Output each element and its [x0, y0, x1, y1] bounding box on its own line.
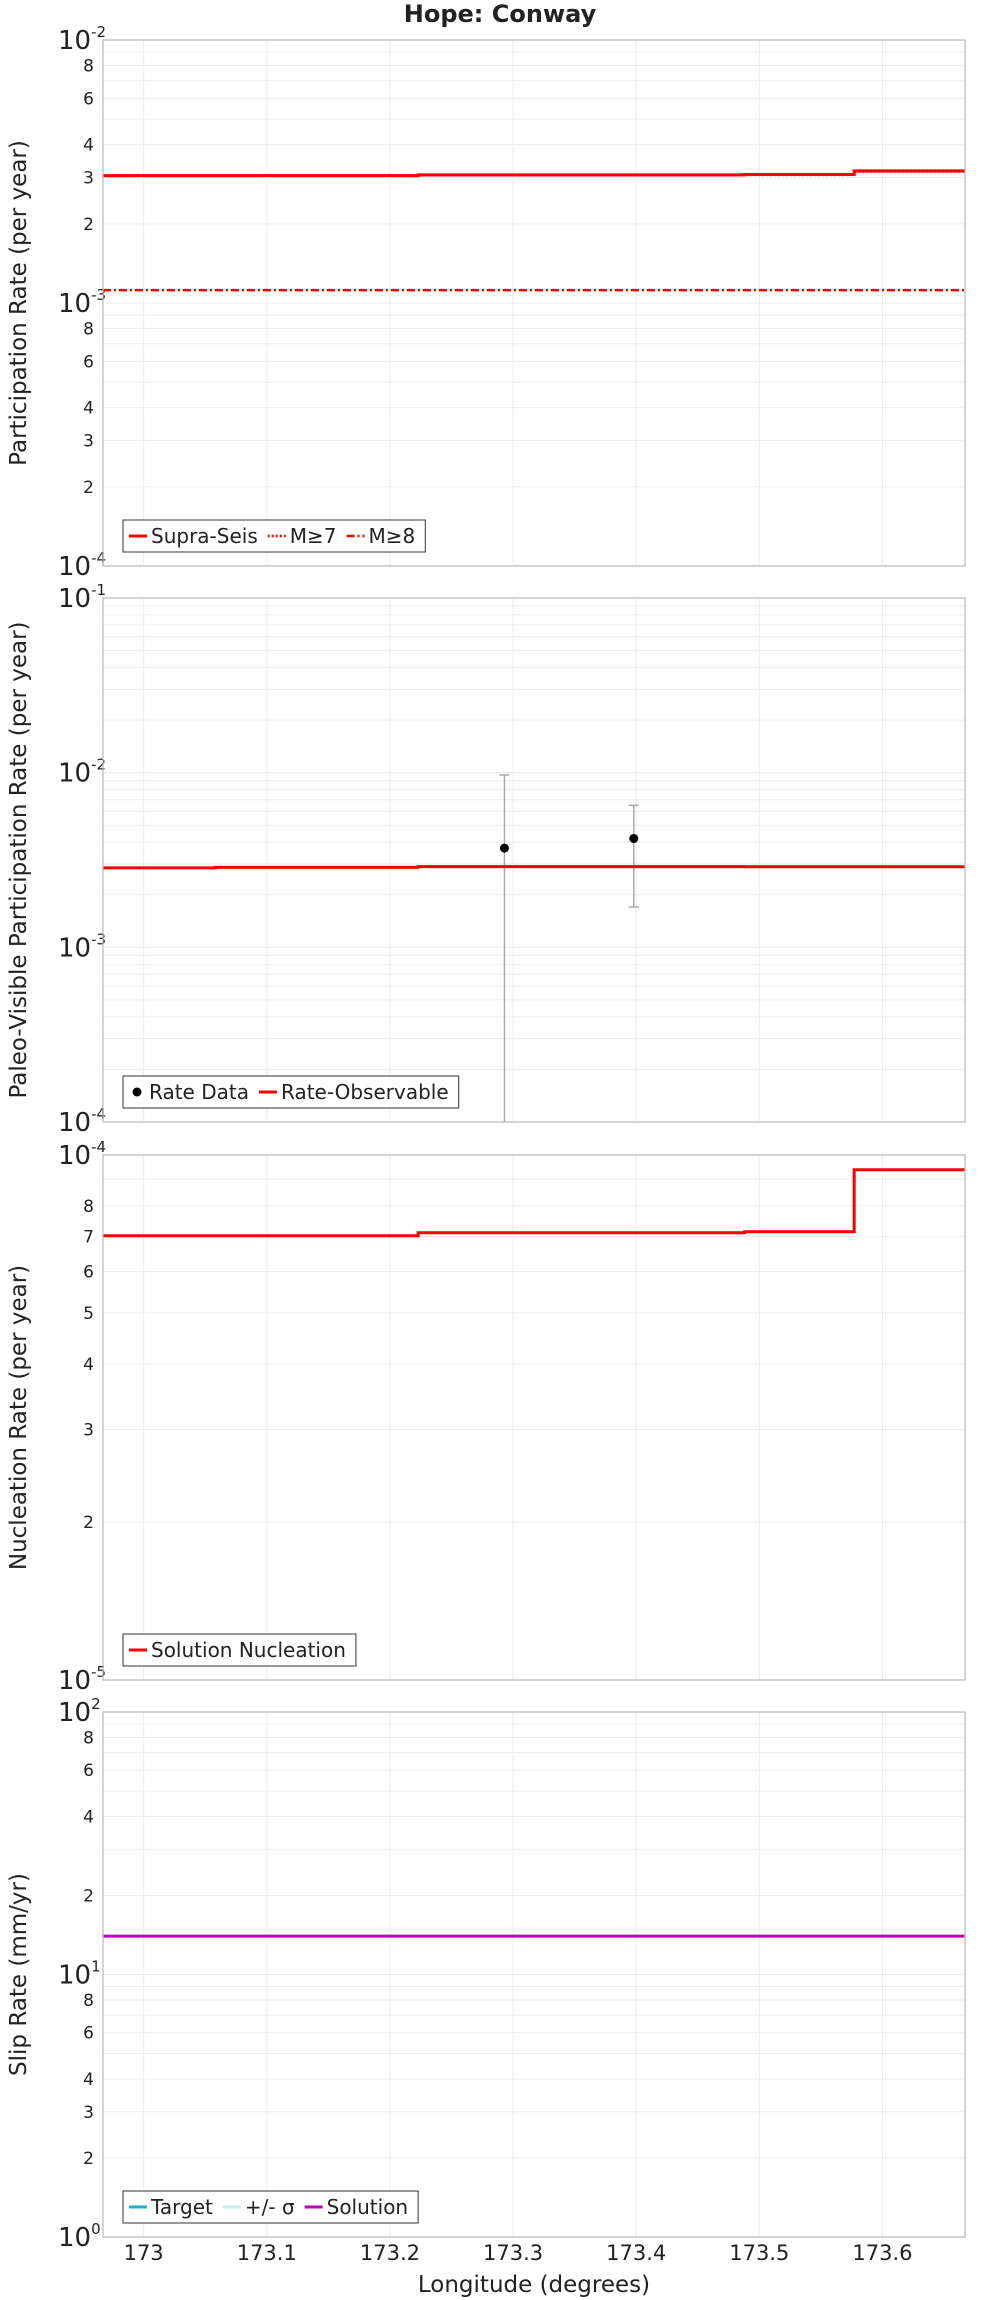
x-axis-label: Longitude (degrees)	[418, 2272, 650, 2298]
legend-label: Supra-Seis	[151, 524, 258, 548]
x-tick-label: 173.1	[237, 2241, 297, 2265]
legend-label: Solution Nucleation	[151, 1638, 346, 1662]
legend-box	[122, 2190, 419, 2224]
y-tick-label: 10-4	[58, 1105, 106, 1138]
y-minor-tick-label: 8	[83, 1991, 94, 2011]
y-axis-label: Nucleation Rate (per year)	[6, 1265, 32, 1570]
y-tick-label: 10-5	[58, 1663, 106, 1696]
plot-frame	[102, 597, 966, 1123]
y-minor-tick-label: 4	[83, 136, 94, 156]
y-minor-tick-label: 4	[83, 399, 94, 419]
y-axis-tick-labels: 100 101 102 2 3 4 6 8 2 4 6 8	[58, 1695, 101, 2253]
legend-label: Target	[150, 2195, 213, 2219]
series-line-solution-nucleation	[103, 1168, 965, 1238]
y-axis-tick-labels: 10-5 10-4 2 3 4 5 6 7 8	[58, 1138, 106, 1696]
panel-4: 100 101 102 2 3 4 6 8 2 4 6 8 Slip Rate (mm/yr) Targe…	[6, 1695, 966, 2253]
y-minor-tick-label: 6	[83, 1761, 94, 1781]
y-axis-label: Slip Rate (mm/yr)	[6, 1873, 32, 2076]
y-tick-label: 10-1	[58, 581, 106, 614]
data-point	[499, 843, 509, 853]
series-line-rate-observable	[103, 865, 965, 870]
series-line-supra-seis	[103, 169, 965, 178]
plot-frame	[102, 39, 966, 567]
y-tick-label: 10-3	[58, 286, 106, 319]
y-minor-tick-label: 4	[83, 1355, 94, 1375]
y-minor-tick-label: 5	[83, 1304, 94, 1324]
y-tick-label: 10-2	[58, 756, 106, 789]
y-axis-tick-labels: 10-4 10-3 10-2 2 3 4 6 8 2 3 4 6 8	[58, 23, 106, 582]
y-minor-tick-label: 3	[83, 2103, 94, 2123]
x-tick-label: 173.5	[729, 2241, 789, 2265]
gridlines	[103, 40, 965, 567]
plot-frame	[102, 1711, 966, 2238]
panel-3: 10-5 10-4 2 3 4 5 6 7 8 Nucleation Rate (per year…	[6, 1138, 966, 1696]
y-minor-tick-label: 6	[83, 352, 94, 372]
x-tick-label: 173.4	[606, 2241, 666, 2265]
y-minor-tick-label: 4	[83, 1807, 94, 1827]
y-minor-tick-label: 3	[83, 432, 94, 452]
y-minor-tick-label: 7	[83, 1227, 94, 1247]
y-minor-tick-label: 8	[83, 319, 94, 339]
plot-frame	[102, 1154, 966, 1681]
y-tick-label: 10-2	[58, 23, 106, 56]
data-point	[629, 833, 639, 843]
figure-title: Hope: Conway	[404, 0, 597, 28]
panel-1: 10-4 10-3 10-2 2 3 4 6 8 2 3 4 6 8 Participation Rate…	[6, 23, 966, 582]
y-minor-tick-label: 6	[83, 1262, 94, 1282]
x-axis-tick-labels: 173 173.1 173.2 173.3 173.4 173.5 173.6	[124, 2241, 913, 2265]
legend: Rate Data Rate-Observable	[122, 1075, 460, 1109]
y-tick-label: 102	[58, 1695, 101, 1728]
legend: Supra-Seis M≥7 M≥8	[122, 519, 426, 553]
y-minor-tick-label: 2	[83, 478, 94, 498]
legend: Target +/- σ Solution	[122, 2190, 419, 2224]
legend-label: M≥8	[369, 524, 416, 548]
y-minor-tick-label: 8	[83, 1728, 94, 1748]
legend-box	[122, 1633, 357, 1667]
legend-label: Rate Data	[149, 1080, 249, 1104]
y-minor-tick-label: 6	[83, 89, 94, 109]
plot-panels: 10-4 10-3 10-2 2 3 4 6 8 2 3 4 6 8 Participation Rate…	[6, 23, 966, 2253]
y-tick-label: 10-4	[58, 549, 106, 582]
x-tick-label: 173	[124, 2241, 164, 2265]
y-tick-label: 100	[58, 2220, 101, 2253]
y-minor-tick-label: 8	[83, 56, 94, 76]
y-axis-tick-labels: 10-4 10-3 10-2 10-1	[58, 581, 106, 1138]
x-tick-label: 173.3	[483, 2241, 543, 2265]
legend-label: Rate-Observable	[281, 1080, 449, 1104]
gridlines	[103, 1712, 965, 2238]
legend-box	[122, 1075, 460, 1109]
y-minor-tick-label: 2	[83, 1886, 94, 1906]
legend: Solution Nucleation	[122, 1633, 357, 1667]
plot-area	[103, 598, 965, 1122]
y-tick-label: 10-4	[58, 1138, 106, 1171]
panel-2: 10-4 10-3 10-2 10-1 Paleo-Visible Participat…	[6, 581, 966, 1138]
x-tick-label: 173.2	[360, 2241, 420, 2265]
y-minor-tick-label: 2	[83, 1513, 94, 1533]
y-minor-tick-label: 2	[83, 2149, 94, 2169]
y-tick-label: 10-3	[58, 930, 106, 963]
y-minor-tick-label: 8	[83, 1197, 94, 1217]
legend-label: +/- σ	[245, 2195, 295, 2219]
plot-area	[103, 1155, 965, 1680]
x-tick-label: 173.6	[852, 2241, 912, 2265]
legend-label: M≥7	[290, 524, 337, 548]
y-minor-tick-label: 3	[83, 1421, 94, 1441]
y-minor-tick-label: 2	[83, 215, 94, 235]
y-axis-label: Paleo-Visible Participation Rate (per ye…	[6, 621, 32, 1098]
y-minor-tick-label: 6	[83, 2024, 94, 2044]
gridlines	[103, 1155, 965, 1681]
legend-box	[122, 519, 426, 553]
legend-label: Solution	[327, 2195, 408, 2219]
y-tick-label: 101	[58, 1958, 101, 1991]
y-axis-label: Participation Rate (per year)	[6, 140, 32, 466]
y-minor-tick-label: 3	[83, 169, 94, 189]
y-minor-tick-label: 4	[83, 2070, 94, 2090]
legend-marker	[132, 1087, 142, 1097]
gridlines	[103, 598, 965, 1123]
